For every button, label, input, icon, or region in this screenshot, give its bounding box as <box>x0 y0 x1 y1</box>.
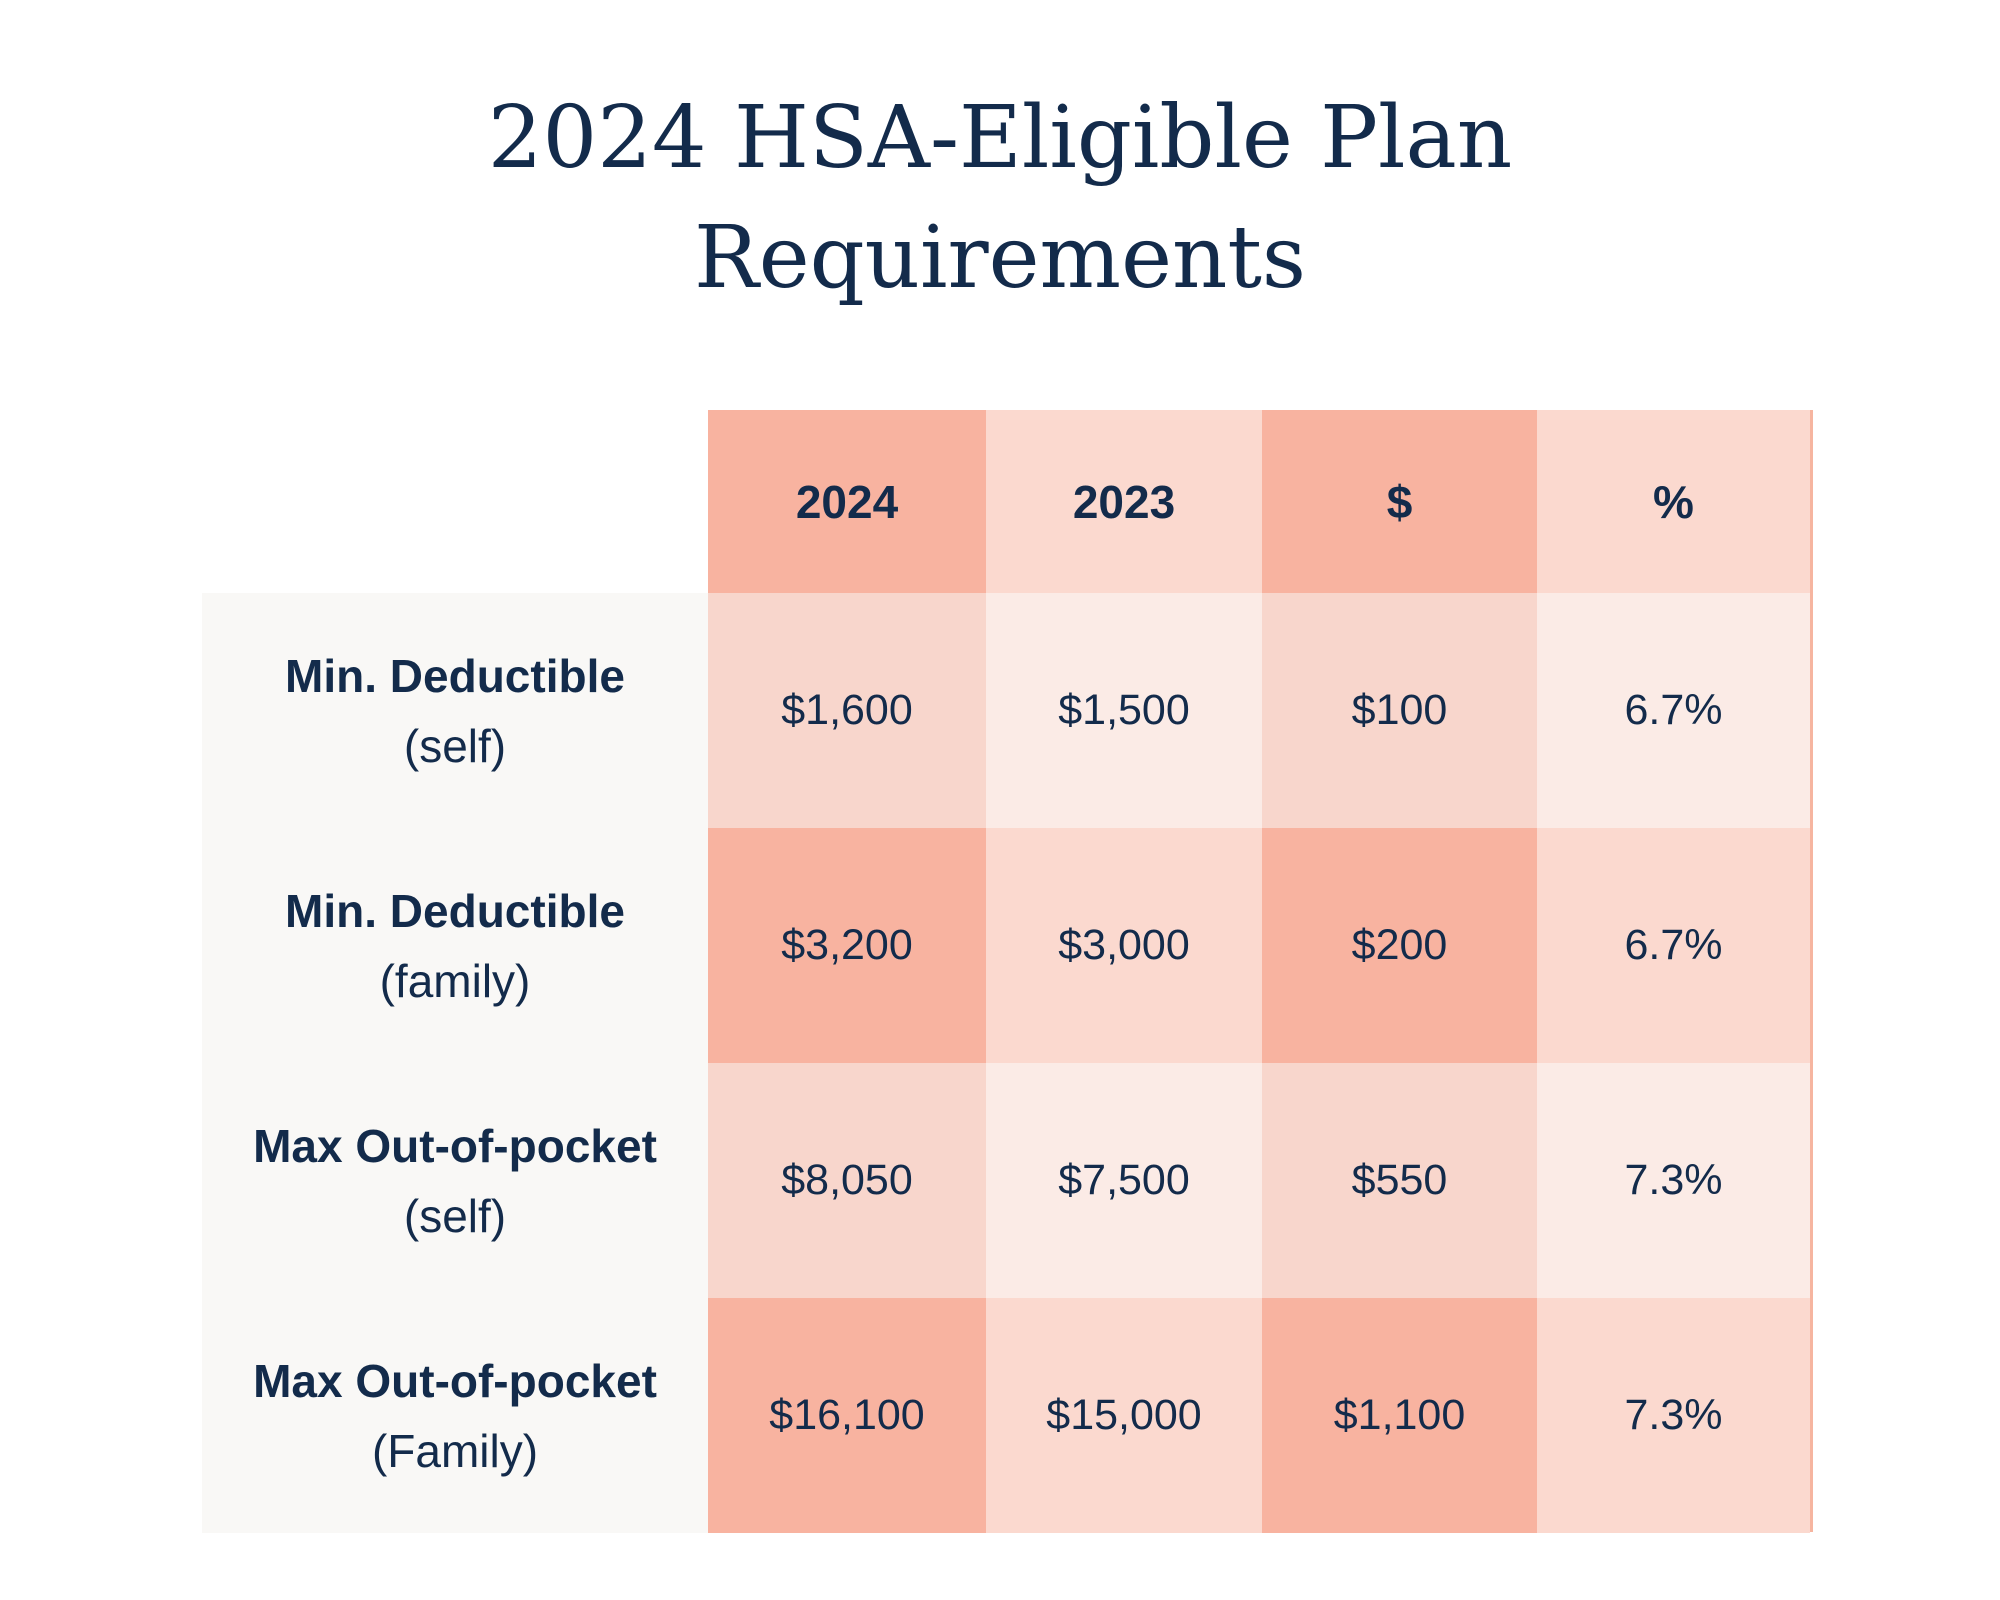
title-line-1: 2024 HSA-Eligible Plan <box>487 88 1513 188</box>
table-cell: $15,000 <box>986 1298 1262 1533</box>
table-cell: $3,000 <box>986 828 1262 1063</box>
page-title: 2024 HSA-Eligible Plan Requirements <box>0 78 2000 318</box>
row-label-sub: (self) <box>403 1189 507 1242</box>
table-cell: 7.3% <box>1537 1063 1810 1298</box>
table-cell: $1,100 <box>1262 1298 1537 1533</box>
table-cell: $8,050 <box>708 1063 986 1298</box>
table-cell: $7,500 <box>986 1063 1262 1298</box>
column-header: 2024 <box>708 410 986 593</box>
table-cell: 6.7% <box>1537 828 1810 1063</box>
row-label-main: Min. Deductible <box>285 649 625 702</box>
row-label-main: Max Out-of-pocket <box>253 1354 657 1407</box>
table-cell: $100 <box>1262 593 1537 828</box>
table-cell: $3,200 <box>708 828 986 1063</box>
table-cell: $550 <box>1262 1063 1537 1298</box>
row-label-main: Min. Deductible <box>285 884 625 937</box>
column-header: 2023 <box>986 410 1262 593</box>
row-label: Min. Deductible (self) <box>202 593 708 828</box>
table-right-edge <box>1810 410 1813 1532</box>
row-label-main: Max Out-of-pocket <box>253 1119 657 1172</box>
row-label-sub: (self) <box>403 719 507 772</box>
table-cell: $200 <box>1262 828 1537 1063</box>
table-cell: $1,500 <box>986 593 1262 828</box>
column-header: % <box>1537 410 1810 593</box>
title-line-2: Requirements <box>693 208 1307 308</box>
row-label: Max Out-of-pocket (self) <box>202 1063 708 1298</box>
table-cell: 7.3% <box>1537 1298 1810 1533</box>
row-label: Max Out-of-pocket (Family) <box>202 1298 708 1533</box>
row-label-sub: (family) <box>379 954 531 1007</box>
row-label: Min. Deductible (family) <box>202 828 708 1063</box>
table-cell: $1,600 <box>708 593 986 828</box>
requirements-table: 2024 2023 $% Min. Deductible (self) $1,600 $1,… <box>202 410 1813 1533</box>
table-cell: $16,100 <box>708 1298 986 1533</box>
table-cell: 6.7% <box>1537 593 1810 828</box>
column-header: $ <box>1262 410 1537 593</box>
row-label-sub: (Family) <box>371 1424 539 1477</box>
